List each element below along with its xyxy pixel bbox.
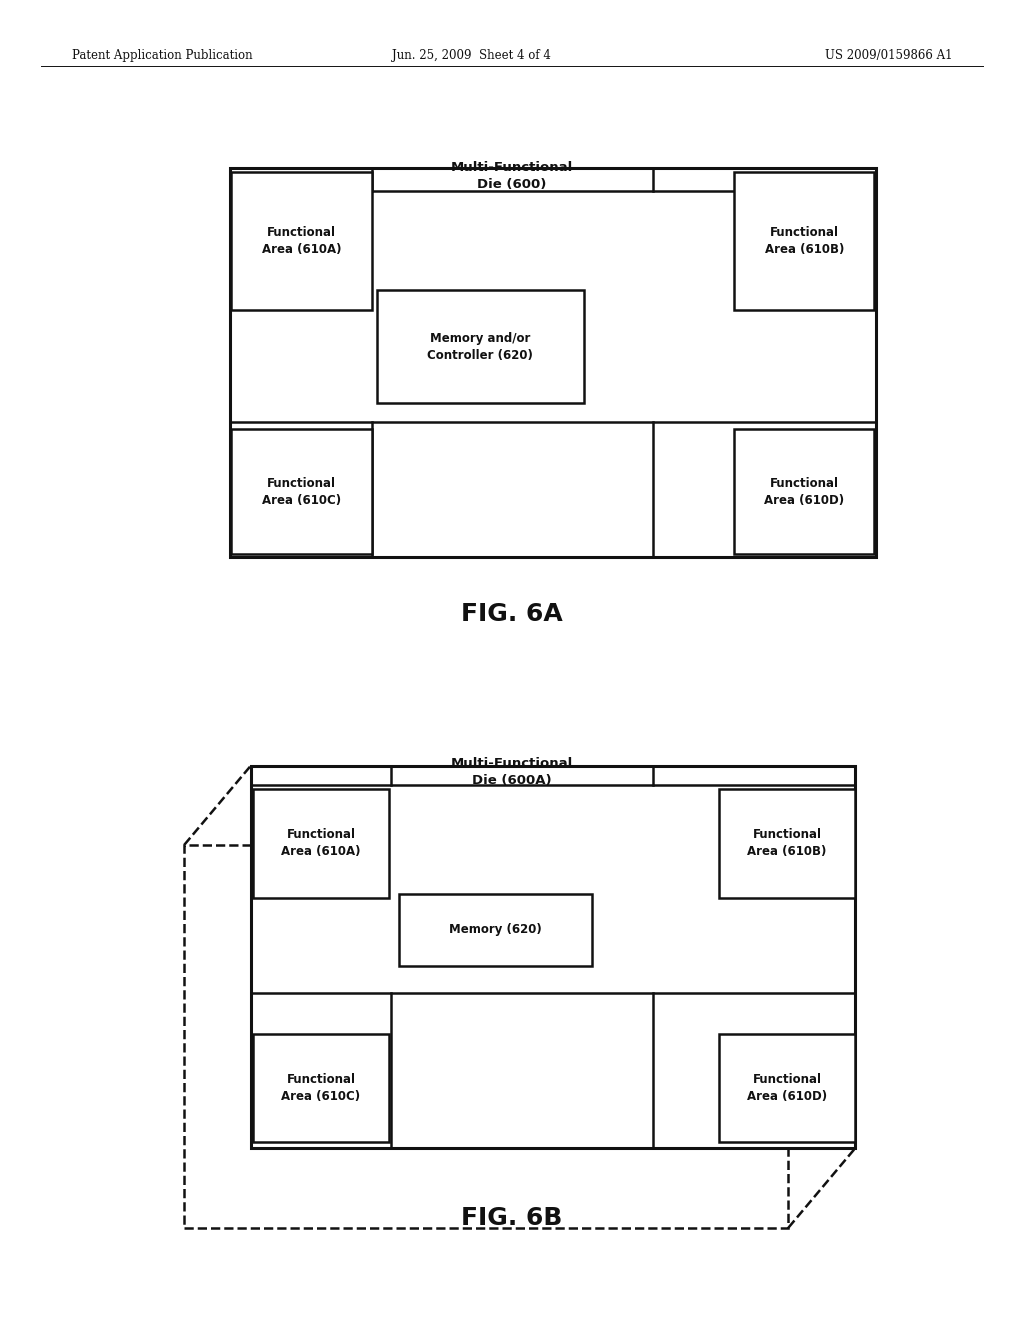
Bar [251,766,855,1148]
Text: Functional
Area (610A): Functional Area (610A) [262,226,341,256]
Bar [231,429,372,554]
Bar [184,845,788,1228]
Text: Multi-Functional
Die (600A): Multi-Functional Die (600A) [451,758,573,787]
Text: Memory (620): Memory (620) [450,924,542,936]
Text: Functional
Area (610B): Functional Area (610B) [765,226,844,256]
Text: Multi-Functional
Die (600): Multi-Functional Die (600) [451,161,573,190]
Text: Functional
Area (610C): Functional Area (610C) [282,1073,360,1102]
Text: Functional
Area (610C): Functional Area (610C) [262,477,341,507]
Bar [377,290,584,403]
Text: Functional
Area (610D): Functional Area (610D) [764,477,845,507]
Bar [719,1034,855,1142]
Text: FIG. 6B: FIG. 6B [462,1206,562,1230]
Text: Functional
Area (610D): Functional Area (610D) [746,1073,827,1102]
Text: Functional
Area (610A): Functional Area (610A) [282,829,360,858]
Text: Functional
Area (610B): Functional Area (610B) [748,829,826,858]
Bar [399,894,592,966]
Text: Multi-Functional
Die (600N): Multi-Functional Die (600N) [436,1104,543,1133]
Text: Jun. 25, 2009  Sheet 4 of 4: Jun. 25, 2009 Sheet 4 of 4 [391,49,551,62]
Text: Patent Application Publication: Patent Application Publication [72,49,252,62]
Bar [253,1034,389,1142]
Bar [734,172,874,310]
Text: Memory and/or
Controller (620): Memory and/or Controller (620) [427,331,534,362]
Bar [253,789,389,898]
Bar [230,168,876,557]
Bar [734,429,874,554]
Text: FIG. 6A: FIG. 6A [461,602,563,626]
Text: US 2009/0159866 A1: US 2009/0159866 A1 [824,49,952,62]
Bar [719,789,855,898]
Bar [231,172,372,310]
